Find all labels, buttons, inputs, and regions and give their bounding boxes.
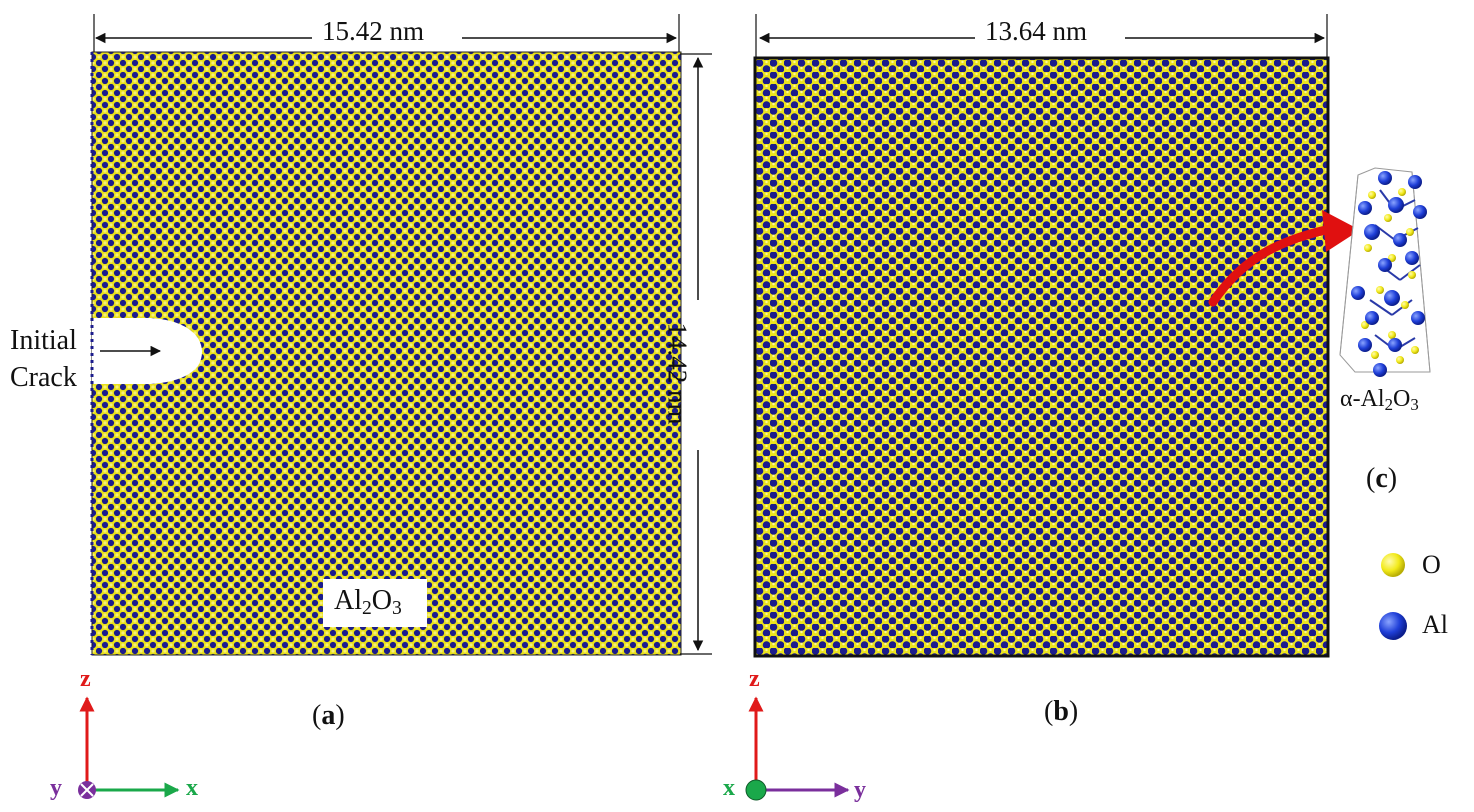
caption-c-open: ( [1366, 463, 1376, 494]
caption-b-close: ) [1068, 696, 1079, 727]
axis-b-up-label: z [749, 666, 760, 692]
unit-cell-al-atoms [1351, 171, 1427, 377]
axis-b-out-label: x [723, 775, 735, 801]
unit-cell-o-atoms [1361, 188, 1419, 364]
panel-b-width-label: 13.64 nm [985, 16, 1088, 46]
material-label-sub2: 3 [392, 597, 402, 619]
unit-cell-label: α-Al2O3 [1340, 386, 1419, 413]
caption-c-letter: c [1375, 463, 1388, 494]
unit-cell-pointer-arrowhead [1322, 210, 1360, 252]
crack-label-line1: Initial [10, 325, 77, 356]
legend-al-swatch [1379, 612, 1407, 640]
axis-a-right-label: x [186, 775, 198, 801]
material-label-sub1: 2 [362, 597, 372, 619]
panel-a [90, 14, 714, 656]
axis-a-up-label: z [80, 666, 91, 692]
caption-a-close: ) [335, 700, 345, 731]
unit-cell-label-mid: O [1392, 386, 1411, 412]
panel-c-unit-cell [1339, 167, 1431, 377]
caption-c: (c) [1366, 463, 1397, 495]
legend-o-swatch [1381, 553, 1405, 577]
axis-b-out-of-page-icon [745, 779, 767, 801]
crack-label-line2: Crack [10, 362, 77, 393]
unit-cell-label-prefix: α-Al [1340, 386, 1385, 412]
caption-b-letter: b [1053, 696, 1069, 727]
caption-b-open: ( [1044, 696, 1054, 727]
panel-b-lattice [753, 56, 1330, 658]
panel-a-height-label: 14.42 nm [662, 322, 693, 425]
unit-cell-edge [1339, 174, 1359, 356]
unit-cell-pointer-arrow [1208, 223, 1340, 307]
panel-a-width-label: 15.42 nm [322, 16, 425, 46]
axis-b-right-label: y [854, 777, 866, 803]
axis-a-cross-2 [80, 783, 94, 797]
panel-a-width-label-bg [312, 20, 462, 50]
caption-a-open: ( [312, 700, 322, 731]
unit-cell-label-sub1: 2 [1384, 395, 1393, 415]
legend-o-label: O [1422, 550, 1441, 579]
caption-b: (b) [1044, 696, 1078, 728]
material-label: Al2O3 [334, 585, 402, 619]
material-label-base: Al [334, 585, 362, 616]
panel-a-axes [78, 696, 180, 799]
caption-a-letter: a [321, 700, 336, 731]
panel-b-axes [745, 696, 850, 801]
unit-cell-edge [1411, 171, 1431, 373]
unit-cell-label-sub2: 3 [1410, 395, 1419, 415]
panel-b-width-label-bg [975, 20, 1125, 50]
panel-a-height-label-bg [684, 300, 714, 450]
legend-al-label: Al [1422, 610, 1448, 639]
material-label-mid: O [371, 585, 393, 616]
material-label-bg [323, 579, 427, 627]
panel-b [753, 14, 1360, 658]
axis-a-out-label: y [50, 775, 62, 801]
caption-a: (a) [312, 700, 345, 732]
caption-c-close: ) [1387, 463, 1398, 494]
